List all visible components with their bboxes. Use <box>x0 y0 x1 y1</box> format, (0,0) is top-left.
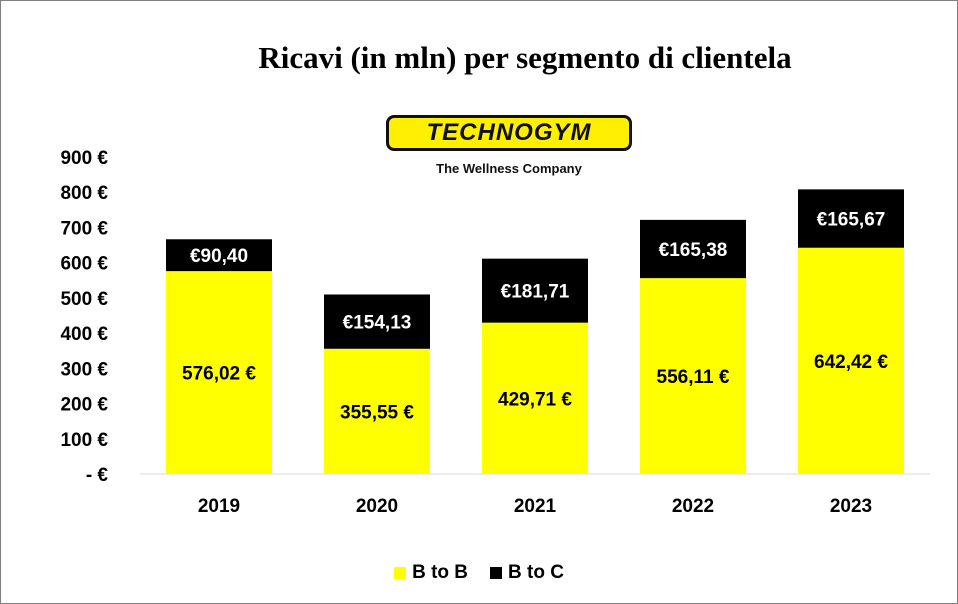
technogym-logo: TECHNOGYM <box>386 115 632 151</box>
data-label-b2b-2022: 556,11 € <box>657 367 730 388</box>
bar-b2b-2020 <box>324 348 430 474</box>
bar-b2c-2023 <box>798 189 904 248</box>
data-label-b2c-2023: €165,67 <box>817 210 886 231</box>
data-label-b2c-2021: €181,71 <box>501 282 570 303</box>
legend-item-b2b: B to B <box>394 562 468 584</box>
x-tick-label-2022: 2022 <box>672 496 714 517</box>
chart-title: Ricavi (in mln) per segmento di clientel… <box>258 40 792 75</box>
data-label-b2b-2020: 355,55 € <box>340 402 414 423</box>
y-tick-label: 200 € <box>60 395 108 416</box>
y-tick-label: 600 € <box>60 254 108 275</box>
bar-b2b-2021 <box>482 322 588 474</box>
bar-b2b-2019 <box>166 271 272 474</box>
bar-b2b-2023 <box>798 247 904 474</box>
data-label-b2c-2020: €154,13 <box>343 313 412 334</box>
x-tick-label-2023: 2023 <box>830 496 872 517</box>
y-tick-label: 700 € <box>60 218 108 239</box>
data-label-b2b-2023: 642,42 € <box>814 352 888 373</box>
y-tick-label: 500 € <box>60 289 108 310</box>
bar-b2b-2022 <box>640 278 746 474</box>
bar-b2c-2019 <box>166 239 272 272</box>
y-tick-label: 100 € <box>60 430 108 451</box>
legend-label-b2c: B to C <box>508 562 564 583</box>
x-tick-label-2020: 2020 <box>356 496 398 517</box>
legend-item-b2c: B to C <box>490 562 564 584</box>
data-label-b2c-2019: €90,40 <box>190 246 248 267</box>
y-tick-label: 300 € <box>60 359 108 380</box>
bar-b2c-2021 <box>482 258 588 323</box>
logo-tagline: The Wellness Company <box>436 161 582 176</box>
legend-swatch-b2c <box>490 567 502 579</box>
data-label-b2c-2022: €165,38 <box>659 240 728 261</box>
y-tick-label: 800 € <box>60 183 108 204</box>
chart-legend: B to B B to C <box>0 562 958 584</box>
bar-b2c-2022 <box>640 219 746 279</box>
data-label-b2b-2021: 429,71 € <box>498 389 572 410</box>
y-tick-label: 900 € <box>60 148 108 169</box>
y-tick-label: 400 € <box>60 324 108 345</box>
bar-b2c-2020 <box>324 294 430 349</box>
logo-brand-text: TECHNOGYM <box>426 119 592 146</box>
legend-label-b2b: B to B <box>412 562 468 583</box>
x-tick-label-2021: 2021 <box>514 496 557 517</box>
data-label-b2b-2019: 576,02 € <box>182 364 256 385</box>
legend-swatch-b2b <box>394 567 407 579</box>
x-tick-label-2019: 2019 <box>198 496 240 517</box>
y-tick-label: - € <box>86 465 109 486</box>
